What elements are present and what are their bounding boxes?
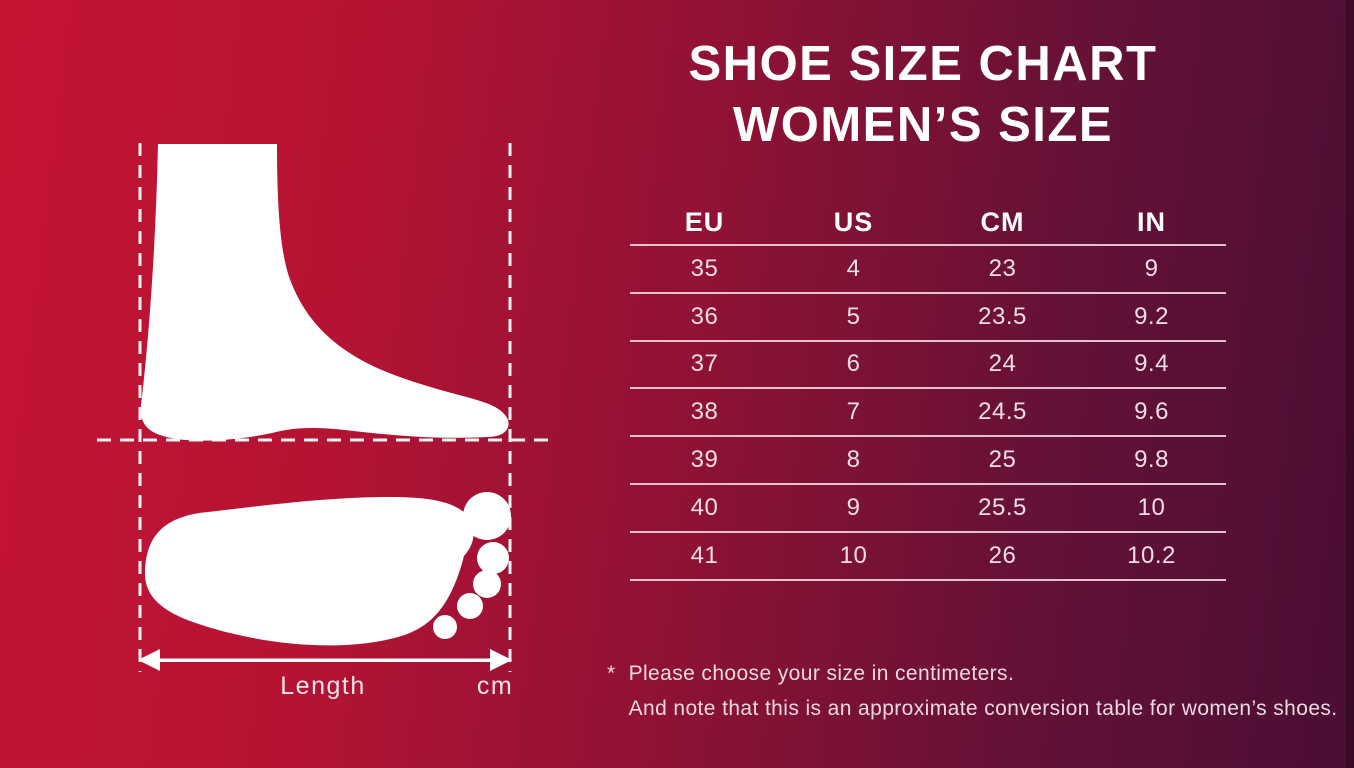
table-cell: 9.4 xyxy=(1134,350,1169,378)
table-cell: 24.5 xyxy=(978,398,1027,426)
column-header-us: US xyxy=(833,206,874,237)
table-cell: 7 xyxy=(846,398,861,426)
column-header-cm: CM xyxy=(980,206,1025,237)
table-cell: 10.2 xyxy=(1127,541,1176,569)
table-cell: 35 xyxy=(690,254,719,282)
fourth-toe xyxy=(457,593,483,619)
third-toe xyxy=(473,570,501,598)
table-cell: 39 xyxy=(690,446,719,474)
table-cell: 9.6 xyxy=(1134,398,1169,426)
table-cell: 5 xyxy=(846,302,861,330)
table-cell: 23.5 xyxy=(978,302,1027,330)
table-cell: 38 xyxy=(690,398,719,426)
size-table-body: 35 4 23 9 36 5 23.5 9.2 37 6 24 9.4 38 7 24.5 9.6 39 8 25 9… xyxy=(630,246,1226,581)
table-cell: 9.8 xyxy=(1134,446,1169,474)
table-cell: 41 xyxy=(690,541,719,569)
table-cell: 26 xyxy=(988,541,1017,569)
table-cell: 9 xyxy=(846,493,861,521)
footnote-line-1: Please choose your size in centimeters. xyxy=(628,662,1015,685)
footnote-line-2: And note that this is an approximate con… xyxy=(628,697,1338,720)
table-row: 40 9 25.5 10 xyxy=(630,485,1226,533)
footnote-asterisk: * xyxy=(607,662,616,685)
fifth-toe xyxy=(433,615,457,639)
size-table: EU US CM IN 35 4 23 9 36 5 23.5 9.2 37 6 24 9.4 38 7 2… xyxy=(630,200,1226,581)
foot-sole-silhouette-icon xyxy=(144,492,511,646)
length-label: Length xyxy=(280,672,365,700)
foot-side-silhouette-icon xyxy=(140,144,509,441)
measurement-guide-lines xyxy=(97,143,553,672)
table-cell: 4 xyxy=(846,254,861,282)
footnote-text: Please choose your size in centimeters. … xyxy=(629,656,1338,726)
big-toe xyxy=(463,492,511,540)
table-cell: 25.5 xyxy=(978,493,1027,521)
table-cell: 9 xyxy=(1144,254,1159,282)
table-row: 39 8 25 9.8 xyxy=(630,437,1226,485)
table-row: 36 5 23.5 9.2 xyxy=(630,294,1226,342)
table-row: 35 4 23 9 xyxy=(630,246,1226,294)
table-cell: 36 xyxy=(690,302,719,330)
table-cell: 10 xyxy=(839,541,868,569)
table-cell: 10 xyxy=(1137,493,1166,521)
table-row: 41 10 26 10.2 xyxy=(630,533,1226,581)
table-cell: 25 xyxy=(988,446,1017,474)
table-row: 37 6 24 9.4 xyxy=(630,342,1226,390)
size-table-header-row: EU US CM IN xyxy=(630,200,1226,246)
page-title-line-2: WOMEN’S SIZE xyxy=(732,98,1114,152)
foot-measurement-diagram: Length cm xyxy=(97,143,553,700)
page-title: SHOE SIZE CHART WOMEN’S SIZE xyxy=(600,34,1246,156)
table-cell: 8 xyxy=(846,446,861,474)
table-cell: 23 xyxy=(988,254,1017,282)
page-title-line-1: SHOE SIZE CHART xyxy=(688,37,1158,91)
column-header-eu: EU xyxy=(684,206,725,237)
table-cell: 9.2 xyxy=(1134,302,1169,330)
column-header-in: IN xyxy=(1137,206,1166,237)
second-toe xyxy=(477,542,509,574)
table-cell: 40 xyxy=(690,493,719,521)
table-cell: 6 xyxy=(846,350,861,378)
table-cell: 24 xyxy=(988,350,1017,378)
unit-label: cm xyxy=(477,672,513,700)
table-row: 38 7 24.5 9.6 xyxy=(630,389,1226,438)
length-arrow-icon xyxy=(138,649,512,671)
table-cell: 37 xyxy=(690,350,719,378)
footnote: * Please choose your size in centimeters… xyxy=(607,656,1338,726)
